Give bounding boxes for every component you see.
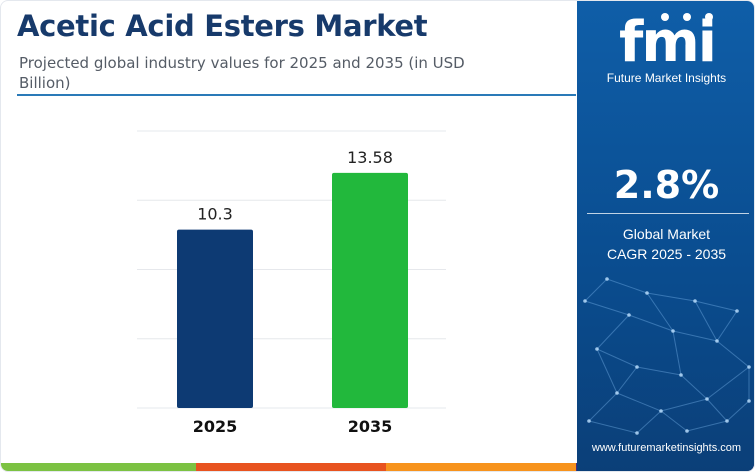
network-line (616, 392, 662, 412)
sidebar-panel: fmi Future Market Insights 2.8% Global M… (577, 1, 754, 471)
network-line (616, 366, 638, 394)
stripe-red (196, 463, 386, 471)
fmi-logo-text: fmi (619, 11, 715, 69)
page-subtitle: Projected global industry values for 202… (19, 54, 465, 92)
network-node (671, 329, 675, 333)
network-node (715, 339, 719, 343)
network-node (747, 365, 751, 369)
network-line (588, 420, 638, 434)
network-line (584, 300, 630, 316)
network-node (685, 429, 689, 433)
network-line (716, 310, 738, 342)
logo-person-icon (661, 13, 669, 21)
network-line (686, 420, 728, 432)
network-line (706, 398, 728, 422)
stripe-green (1, 463, 196, 471)
network-line (694, 300, 738, 312)
network-line (706, 366, 750, 400)
bar-2035 (332, 172, 408, 408)
network-node (735, 309, 739, 313)
cagr-label: Global Market CAGR 2025 - 2035 (577, 224, 754, 264)
network-node (645, 291, 649, 295)
bar-chart: 10.3 2025 13.58 2035 (137, 130, 446, 436)
network-line (694, 300, 718, 342)
labels: 10.3 2025 13.58 2035 (193, 148, 393, 436)
logo-tagline: Future Market Insights (606, 71, 727, 85)
cagr-divider (587, 213, 749, 214)
network-node (679, 373, 683, 377)
network-line (716, 340, 750, 368)
network-line (596, 348, 638, 368)
website-link[interactable]: www.futuremarketinsights.com (591, 442, 742, 454)
title-divider (17, 94, 576, 96)
network-line (596, 314, 630, 350)
network-line (628, 314, 674, 332)
network-node (605, 277, 609, 281)
bars (177, 172, 408, 408)
network-line (660, 398, 708, 412)
network-line (636, 410, 662, 434)
bar-2025 (177, 229, 253, 408)
category-label-2035: 2035 (348, 417, 393, 436)
cagr-label-line1: Global Market (622, 226, 711, 242)
network-line (726, 400, 750, 422)
fmi-logo: fmi (619, 11, 717, 69)
network-decoration (583, 277, 751, 435)
network-node (747, 399, 751, 403)
page-title: Acetic Acid Esters Market (17, 9, 428, 43)
value-label-2035: 13.58 (347, 148, 393, 167)
network-node (659, 409, 663, 413)
network-line (636, 366, 682, 376)
network-node (583, 299, 587, 303)
network-line (646, 292, 696, 302)
network-line (584, 278, 608, 302)
network-line (680, 374, 708, 400)
network-node (725, 419, 729, 423)
network-node (587, 419, 591, 423)
value-label-2025: 10.3 (197, 205, 233, 224)
network-line (588, 392, 618, 422)
network-node (595, 347, 599, 351)
network-node (615, 391, 619, 395)
cagr-label-line2: CAGR 2025 - 2035 (606, 246, 727, 262)
network-node (635, 365, 639, 369)
network-line (606, 278, 648, 294)
cagr-value: 2.8% (613, 163, 720, 207)
network-node (635, 431, 639, 435)
logo-globe-icon (683, 13, 691, 21)
network-line (672, 330, 682, 376)
network-node (627, 313, 631, 317)
network-line (646, 292, 674, 332)
network-node (705, 397, 709, 401)
network-line (596, 348, 618, 394)
network-line (672, 330, 718, 342)
logo-chart-icon (705, 13, 713, 21)
stripe-orange (386, 463, 576, 471)
network-line (660, 410, 688, 432)
category-label-2025: 2025 (193, 417, 238, 436)
network-node (693, 299, 697, 303)
